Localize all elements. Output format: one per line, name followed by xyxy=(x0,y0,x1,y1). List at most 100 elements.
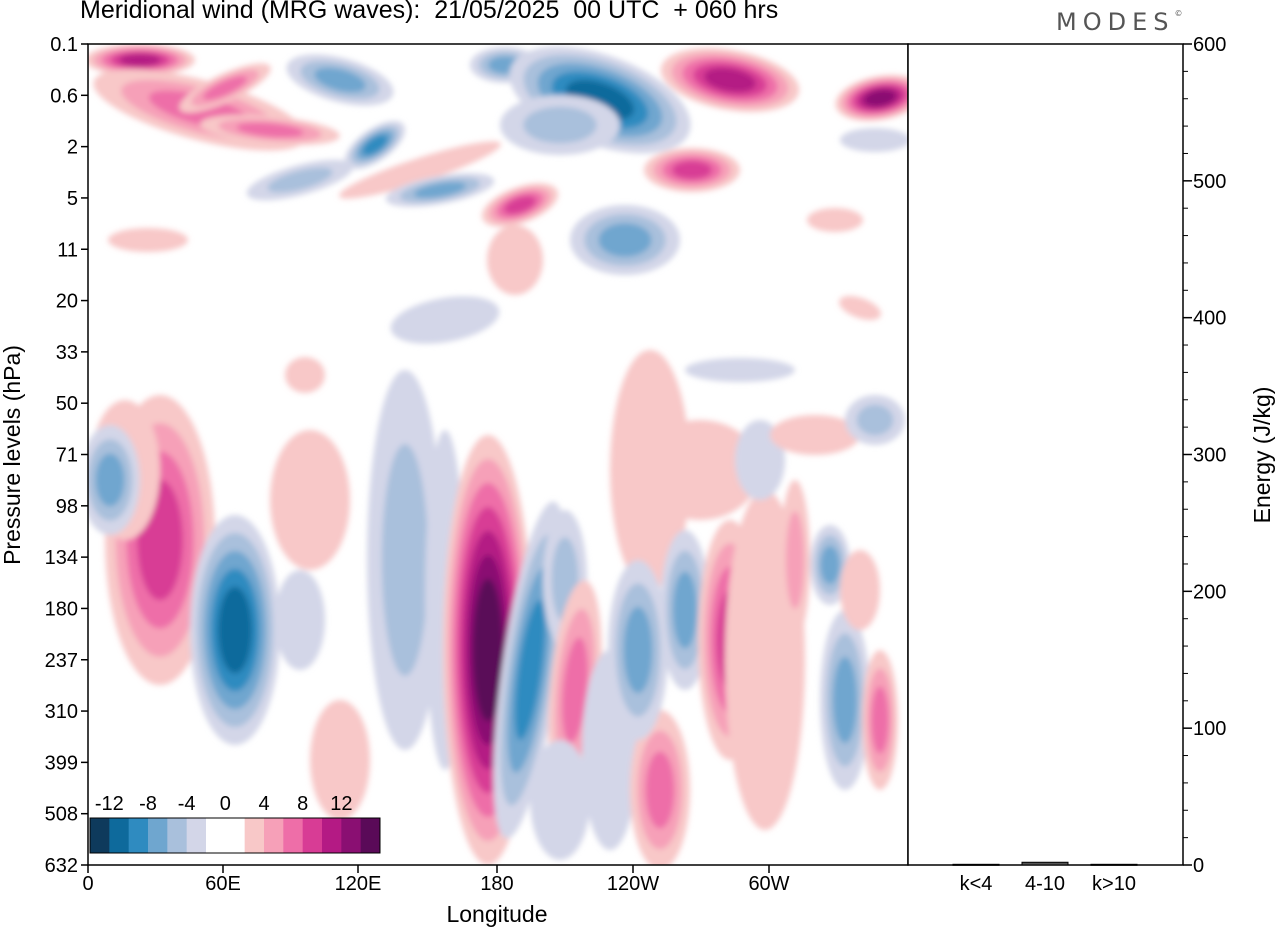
colorbar-swatch xyxy=(341,818,362,853)
colorbar-label: 8 xyxy=(297,793,308,815)
contour-band xyxy=(785,511,805,609)
contour-band xyxy=(236,122,304,138)
y-tick-label: 98 xyxy=(56,496,78,518)
contour-band xyxy=(267,167,333,193)
colorbar-labels: -12 -8 -4 0 4 8 12 xyxy=(95,793,353,815)
brand-text: MODES xyxy=(1056,8,1175,36)
energy-tick-label: 500 xyxy=(1193,171,1226,193)
contour-band xyxy=(871,686,889,754)
energy-category-label: 4-10 xyxy=(1025,873,1065,895)
contour-band xyxy=(672,160,712,180)
colorbar-label: 0 xyxy=(220,793,231,815)
contour-band xyxy=(645,751,675,829)
colorbar-swatch xyxy=(360,818,381,853)
y-tick-label: 20 xyxy=(56,291,78,313)
contour-band xyxy=(218,586,252,674)
energy-bar xyxy=(1021,861,1069,866)
contour-band xyxy=(673,571,697,649)
energy-bars xyxy=(952,861,1138,866)
contour-band xyxy=(95,453,125,507)
brand-mark: © xyxy=(1174,9,1183,18)
contour-band xyxy=(119,53,161,67)
colorbar-swatch xyxy=(90,818,110,853)
contour-band xyxy=(413,181,467,199)
energy-axis: 0 100 200 300 400 500 600 xyxy=(1183,34,1226,877)
x-tick-label: 60W xyxy=(748,873,789,895)
colorbar-swatch xyxy=(186,818,207,853)
colorbar-swatch xyxy=(148,818,168,853)
y-tick-label: 632 xyxy=(45,855,78,877)
energy-bar xyxy=(952,863,1000,866)
y-axis-label: Pressure levels (hPa) xyxy=(0,345,25,565)
energy-tick-label: 400 xyxy=(1193,308,1226,330)
colorbar-swatch xyxy=(283,818,304,853)
energy-tick-label: 200 xyxy=(1193,581,1226,603)
contour-band xyxy=(108,228,188,252)
x-tick-label: 0 xyxy=(82,873,93,895)
y-tick-label: 0.1 xyxy=(50,34,78,56)
x-tick-label: 120E xyxy=(335,873,382,895)
contour-band xyxy=(598,223,652,257)
heatmap-plot xyxy=(87,43,909,866)
y-tick-label: 50 xyxy=(56,393,78,415)
contour-band xyxy=(310,700,370,820)
x-tick-label: 120W xyxy=(607,873,659,895)
contour-band xyxy=(807,208,863,232)
contour-band xyxy=(864,89,896,107)
y-tick-label: 310 xyxy=(45,701,78,723)
energy-tick-label: 0 xyxy=(1193,855,1204,877)
contour-band xyxy=(514,600,546,740)
energy-tick-label: 600 xyxy=(1193,34,1226,56)
energy-frame xyxy=(907,43,1184,866)
contour-band xyxy=(285,357,325,393)
colorbar-swatch xyxy=(128,818,149,853)
chart-title: Meridional wind (MRG waves): 21/05/2025 … xyxy=(80,0,779,24)
energy-tick-label: 100 xyxy=(1193,718,1226,740)
colorbar-swatch xyxy=(302,818,323,853)
y-tick-label: 5 xyxy=(67,188,78,210)
colorbar xyxy=(89,817,381,854)
colorbar-swatch xyxy=(206,818,226,853)
contour-band xyxy=(623,606,653,694)
colorbar-swatch xyxy=(109,818,130,853)
contour-band xyxy=(390,296,500,344)
contour-band xyxy=(704,67,756,93)
contour-band xyxy=(770,415,860,455)
colorbar-swatch xyxy=(167,818,188,853)
colorbar-label: -12 xyxy=(95,793,124,815)
contour-band xyxy=(487,225,543,295)
energy-category-axis: k<4 4-10 k>10 xyxy=(960,873,1136,895)
contour-band xyxy=(685,358,795,382)
contour-band xyxy=(270,430,350,570)
colorbar-label: 12 xyxy=(330,793,352,815)
contour-band xyxy=(833,656,857,744)
contour-band xyxy=(840,128,908,152)
y-tick-label: 180 xyxy=(45,598,78,620)
colorbar-label: 4 xyxy=(258,793,269,815)
x-tick-label: 180 xyxy=(480,873,513,895)
contour-band xyxy=(203,76,247,100)
y-tick-label: 33 xyxy=(56,342,78,364)
colorbar-swatch xyxy=(322,818,342,853)
y-tick-label: 11 xyxy=(57,239,78,261)
y-tick-label: 134 xyxy=(45,547,78,569)
y-tick-label: 399 xyxy=(45,752,78,774)
energy-bar xyxy=(1090,863,1138,866)
y-tick-label: 2 xyxy=(67,137,78,159)
y-tick-label: 508 xyxy=(45,804,78,826)
contour-band xyxy=(381,444,429,676)
energy-category-label: k>10 xyxy=(1092,873,1136,895)
wind-contours xyxy=(88,44,908,865)
longitude-axis: 0 60E 120E 180 120W 60W xyxy=(82,865,790,895)
y-tick-label: 0.6 xyxy=(50,85,78,107)
contour-band xyxy=(562,637,588,743)
energy-category-label: k<4 xyxy=(960,873,993,895)
modes-logo: MODES© xyxy=(1056,8,1182,36)
colorbar-swatch xyxy=(225,818,246,853)
x-tick-label: 60E xyxy=(205,873,241,895)
contour-band xyxy=(339,141,501,199)
contour-band xyxy=(840,550,880,630)
contour-band xyxy=(275,570,325,670)
colorbar-swatch xyxy=(264,818,284,853)
